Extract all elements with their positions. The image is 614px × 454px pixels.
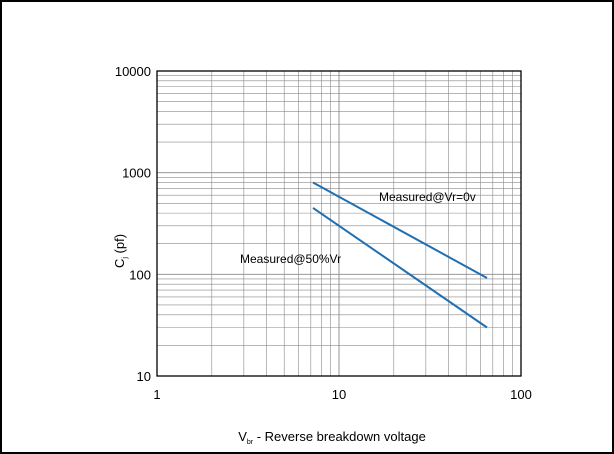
x-tick-label: 10 bbox=[332, 387, 346, 402]
x-axis-label-rest: - Reverse breakdown voltage bbox=[253, 429, 426, 444]
y-tick-label: 10 bbox=[137, 369, 151, 384]
grid-lines bbox=[157, 71, 521, 376]
y-axis-label-sub: j bbox=[122, 257, 129, 260]
y-tick-label: 1000 bbox=[122, 166, 151, 181]
series-line-1 bbox=[312, 207, 488, 329]
y-axis-label-main: C bbox=[112, 259, 127, 268]
plot-area bbox=[156, 70, 522, 377]
y-tick-label: 10000 bbox=[115, 64, 151, 79]
series-label-50vr: Measured@50%Vr bbox=[240, 252, 341, 266]
x-tick-label: 1 bbox=[153, 387, 160, 402]
y-axis-label-rest: (pf) bbox=[112, 234, 127, 257]
series-line-0 bbox=[312, 181, 488, 279]
x-axis-label-main: V bbox=[238, 429, 247, 444]
x-tick-label: 100 bbox=[510, 387, 532, 402]
y-tick-label: 100 bbox=[129, 267, 151, 282]
x-axis-label-sub: br bbox=[247, 439, 254, 446]
x-axis-label: Vbr - Reverse breakdown voltage bbox=[238, 429, 426, 446]
y-axis-label: Cj (pf) bbox=[112, 234, 129, 268]
series-label-vr0: Measured@Vr=0v bbox=[379, 190, 476, 204]
series-lines bbox=[312, 181, 488, 329]
